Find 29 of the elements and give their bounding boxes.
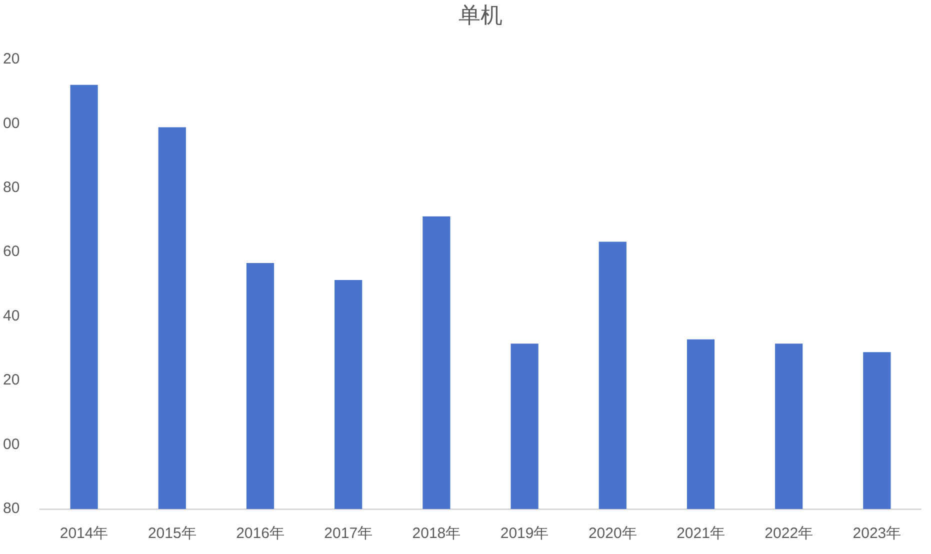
bar (686, 339, 715, 509)
x-tick-label: 2020年 (588, 525, 637, 542)
bar (510, 344, 538, 509)
x-tick-label: 2021年 (676, 525, 725, 542)
bar (863, 352, 891, 509)
x-tick-label: 2015年 (148, 525, 196, 542)
text: 80 (3, 500, 20, 518)
x-tick-label: 2022年 (764, 525, 814, 542)
bar (158, 127, 186, 509)
chart-title: 单机 (458, 2, 502, 28)
text: 60 (3, 243, 20, 260)
text: 80 (3, 179, 20, 196)
text: 40 (3, 307, 20, 324)
x-tick-label: 2019年 (500, 525, 549, 542)
bar (598, 242, 626, 509)
bar (775, 344, 803, 509)
x-tick-label: 2016年 (236, 525, 284, 542)
bar (70, 84, 98, 509)
text: 20 (3, 50, 20, 68)
text: 00 (3, 436, 20, 453)
text: 00 (3, 114, 20, 132)
x-tick-label: 2014年 (60, 525, 108, 542)
x-tick-label: 2023年 (852, 525, 902, 542)
x-tick-label: 2018年 (412, 525, 461, 542)
bar (422, 216, 450, 509)
bar (246, 262, 274, 509)
x-tick-label: 2017年 (324, 525, 373, 542)
bar (334, 280, 362, 509)
text: 20 (3, 372, 20, 389)
